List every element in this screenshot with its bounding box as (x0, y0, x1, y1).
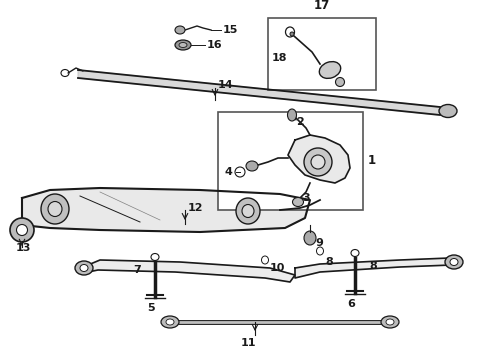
Ellipse shape (304, 148, 332, 176)
Text: 4: 4 (224, 167, 232, 177)
Ellipse shape (41, 194, 69, 224)
Polygon shape (88, 260, 295, 282)
Text: 14: 14 (218, 80, 234, 90)
Ellipse shape (175, 26, 185, 34)
Text: 10: 10 (270, 263, 285, 273)
Polygon shape (288, 135, 350, 183)
Ellipse shape (246, 161, 258, 171)
Ellipse shape (319, 62, 341, 78)
Ellipse shape (386, 319, 394, 325)
Text: 3: 3 (302, 193, 310, 203)
Text: 15: 15 (223, 25, 238, 35)
Ellipse shape (75, 261, 93, 275)
Text: 8: 8 (325, 257, 333, 267)
Ellipse shape (236, 198, 260, 224)
Text: 11: 11 (240, 338, 256, 348)
Text: 6: 6 (347, 299, 355, 309)
Text: 9: 9 (315, 238, 323, 248)
Ellipse shape (304, 231, 316, 245)
Ellipse shape (80, 265, 88, 271)
Text: 16: 16 (207, 40, 222, 50)
Ellipse shape (439, 104, 457, 117)
Text: 13: 13 (16, 243, 31, 253)
Text: 18: 18 (272, 53, 288, 63)
Ellipse shape (17, 225, 27, 235)
Bar (268, 18, 376, 90)
Text: 8: 8 (369, 261, 377, 271)
Text: 7: 7 (133, 265, 141, 275)
Ellipse shape (311, 155, 325, 169)
Text: 1: 1 (368, 154, 376, 167)
Text: 5: 5 (147, 303, 155, 313)
Text: 12: 12 (188, 203, 203, 213)
Text: 2: 2 (296, 117, 304, 127)
Polygon shape (22, 188, 310, 232)
Ellipse shape (179, 42, 187, 48)
Polygon shape (295, 258, 452, 278)
Ellipse shape (445, 255, 463, 269)
Ellipse shape (336, 77, 344, 86)
Ellipse shape (48, 202, 62, 216)
Ellipse shape (450, 258, 458, 266)
Ellipse shape (175, 40, 191, 50)
Ellipse shape (161, 316, 179, 328)
Ellipse shape (288, 109, 296, 121)
Text: 17: 17 (314, 0, 330, 12)
Ellipse shape (293, 198, 303, 207)
Ellipse shape (166, 319, 174, 325)
Polygon shape (78, 70, 440, 115)
Ellipse shape (381, 316, 399, 328)
Bar (218, 112, 363, 210)
Ellipse shape (242, 204, 254, 217)
Ellipse shape (10, 218, 34, 242)
Ellipse shape (290, 32, 294, 36)
